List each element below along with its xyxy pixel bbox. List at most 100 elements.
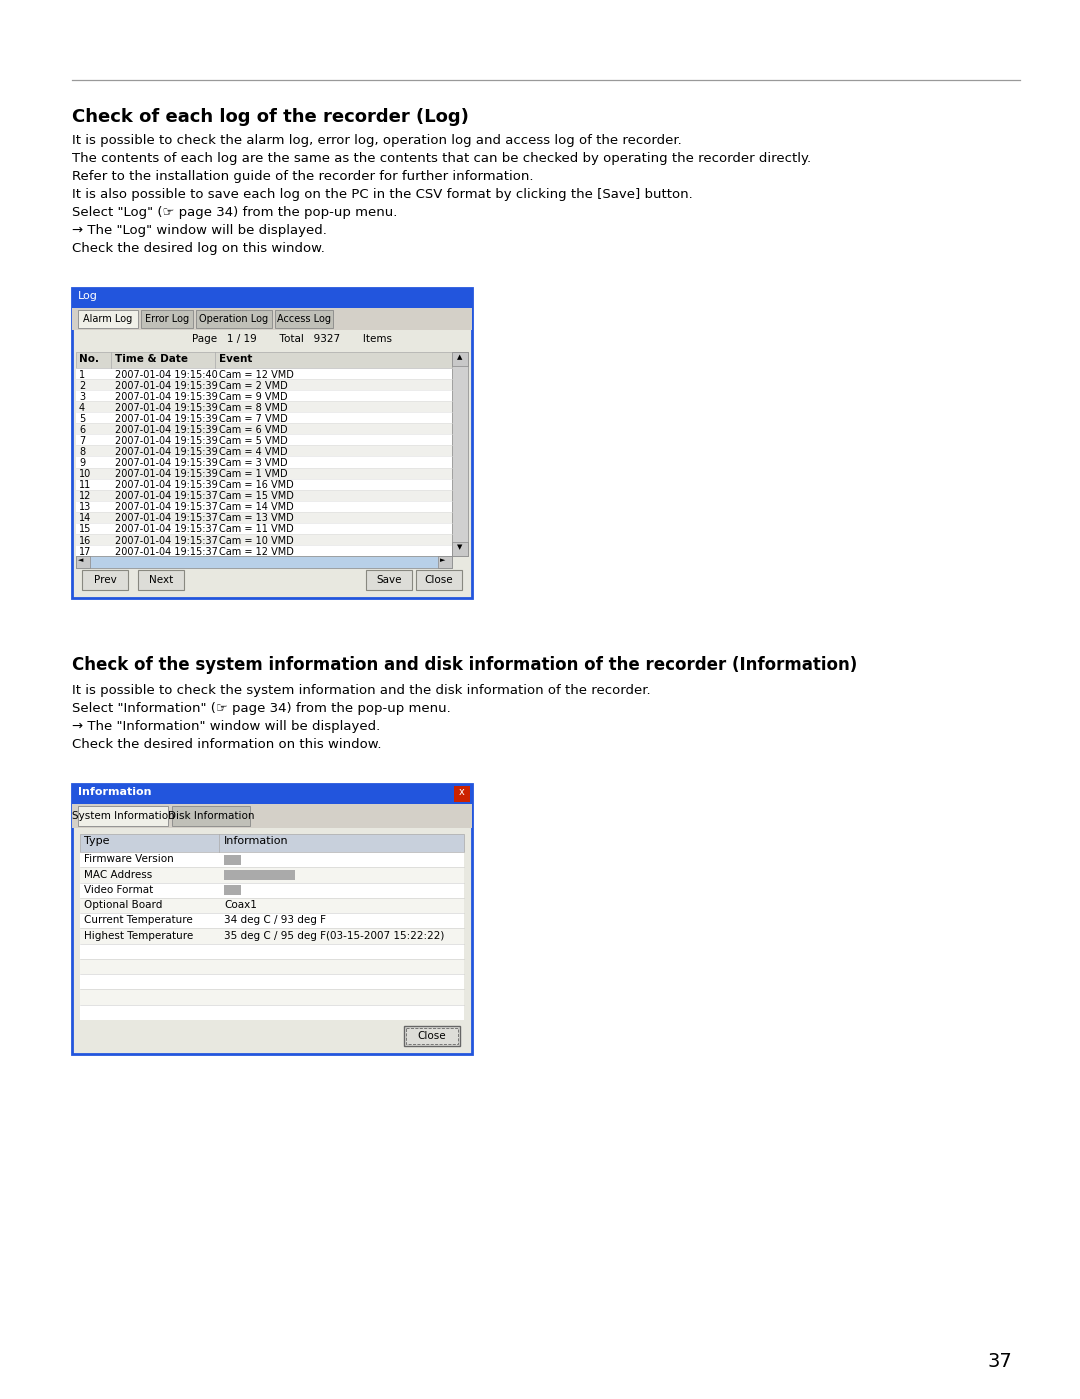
Text: 17: 17 (79, 547, 92, 557)
Text: Check of the system information and disk information of the recorder (Informatio: Check of the system information and disk… (72, 656, 858, 674)
Text: 34 deg C / 93 deg F: 34 deg C / 93 deg F (224, 915, 326, 925)
Text: 15: 15 (79, 525, 92, 534)
Text: Refer to the installation guide of the recorder for further information.: Refer to the installation guide of the r… (72, 171, 534, 183)
Bar (80, 867, 464, 883)
Bar (80, 944, 464, 958)
Bar (76, 546, 453, 555)
Text: Cam = 2 VMD: Cam = 2 VMD (219, 381, 287, 390)
Bar (72, 308, 472, 330)
Bar (224, 870, 296, 880)
Bar (80, 898, 464, 914)
Text: ▼: ▼ (457, 544, 462, 550)
Text: Cam = 9 VMD: Cam = 9 VMD (219, 392, 287, 402)
Bar (454, 786, 470, 802)
Text: Optional Board: Optional Board (84, 900, 162, 911)
Text: Check the desired information on this window.: Check the desired information on this wi… (72, 739, 381, 751)
Text: Select "Log" (☞ page 34) from the pop-up menu.: Select "Log" (☞ page 34) from the pop-up… (72, 206, 397, 220)
Text: Check of each log of the recorder (Log): Check of each log of the recorder (Log) (72, 108, 469, 126)
Bar (72, 804, 472, 828)
Text: Select "Information" (☞ page 34) from the pop-up menu.: Select "Information" (☞ page 34) from th… (72, 702, 450, 715)
Bar (224, 886, 241, 895)
Text: 2007-01-04 19:15:39: 2007-01-04 19:15:39 (114, 425, 218, 435)
Text: Information: Information (78, 788, 151, 797)
Text: Close: Close (418, 1031, 446, 1041)
Bar (72, 783, 472, 804)
Text: Cam = 12 VMD: Cam = 12 VMD (219, 369, 294, 379)
Text: Video Format: Video Format (84, 884, 153, 895)
Bar (76, 413, 453, 424)
Bar (366, 569, 411, 590)
Bar (80, 883, 464, 898)
Text: 2007-01-04 19:15:39: 2007-01-04 19:15:39 (114, 392, 218, 402)
Text: Event: Event (219, 354, 253, 364)
Bar (76, 368, 453, 379)
Text: No.: No. (79, 354, 99, 364)
Bar (195, 311, 272, 327)
Text: → The "Log" window will be displayed.: → The "Log" window will be displayed. (72, 224, 327, 236)
Text: Cam = 15 VMD: Cam = 15 VMD (219, 491, 294, 501)
Text: Page   1 / 19       Total   9327       Items: Page 1 / 19 Total 9327 Items (192, 334, 392, 344)
Text: x: x (459, 788, 464, 797)
Text: 4: 4 (79, 403, 85, 413)
Bar (80, 974, 464, 989)
Bar (224, 855, 241, 865)
Bar (275, 311, 333, 327)
Text: 2007-01-04 19:15:39: 2007-01-04 19:15:39 (114, 381, 218, 390)
Bar (76, 523, 453, 534)
Bar (172, 806, 249, 825)
Bar (76, 434, 453, 445)
Text: Cam = 8 VMD: Cam = 8 VMD (219, 403, 287, 413)
Text: Alarm Log: Alarm Log (83, 313, 133, 325)
Bar (76, 534, 453, 546)
Bar (80, 989, 464, 1004)
Text: Disk Information: Disk Information (167, 811, 254, 821)
Text: Cam = 16 VMD: Cam = 16 VMD (219, 480, 294, 490)
Text: 6: 6 (79, 425, 85, 435)
Bar (72, 783, 472, 1053)
Text: 2007-01-04 19:15:39: 2007-01-04 19:15:39 (114, 448, 218, 457)
Text: Coax1: Coax1 (224, 900, 257, 911)
Text: 10: 10 (79, 469, 91, 480)
Text: Operation Log: Operation Log (200, 313, 269, 325)
Text: 2007-01-04 19:15:37: 2007-01-04 19:15:37 (114, 491, 218, 501)
Text: Cam = 7 VMD: Cam = 7 VMD (219, 414, 287, 424)
Bar (80, 1004, 464, 1020)
Text: 2007-01-04 19:15:37: 2007-01-04 19:15:37 (114, 502, 218, 512)
Bar (72, 288, 472, 597)
Text: 2007-01-04 19:15:37: 2007-01-04 19:15:37 (114, 547, 218, 557)
Bar (82, 569, 129, 590)
Bar (453, 353, 468, 367)
Bar (76, 478, 453, 490)
Bar (80, 834, 464, 852)
Text: It is possible to check the alarm log, error log, operation log and access log o: It is possible to check the alarm log, e… (72, 134, 681, 147)
Text: Close: Close (424, 575, 454, 585)
Text: Prev: Prev (94, 575, 117, 585)
Text: Log: Log (78, 291, 98, 301)
Text: 37: 37 (987, 1351, 1012, 1371)
Text: 35 deg C / 95 deg F(03-15-2007 15:22:22): 35 deg C / 95 deg F(03-15-2007 15:22:22) (224, 930, 444, 940)
Text: Information: Information (224, 837, 288, 846)
Text: 2007-01-04 19:15:39: 2007-01-04 19:15:39 (114, 457, 218, 469)
Text: Cam = 4 VMD: Cam = 4 VMD (219, 448, 287, 457)
Bar (76, 390, 453, 402)
Text: Access Log: Access Log (276, 313, 330, 325)
Bar (76, 467, 453, 478)
Text: Firmware Version: Firmware Version (84, 855, 174, 865)
Text: 16: 16 (79, 536, 91, 546)
Bar (76, 445, 453, 456)
Text: 14: 14 (79, 513, 91, 523)
Text: Save: Save (376, 575, 402, 585)
Bar (78, 311, 138, 327)
Text: 2007-01-04 19:15:37: 2007-01-04 19:15:37 (114, 513, 218, 523)
Bar (76, 402, 453, 413)
Bar (76, 555, 453, 568)
Text: 2007-01-04 19:15:37: 2007-01-04 19:15:37 (114, 525, 218, 534)
Bar (141, 311, 193, 327)
Bar (72, 288, 472, 308)
Bar (76, 490, 453, 501)
Text: It is possible to check the system information and the disk information of the r: It is possible to check the system infor… (72, 684, 650, 697)
Text: MAC Address: MAC Address (84, 870, 152, 880)
Text: Cam = 12 VMD: Cam = 12 VMD (219, 547, 294, 557)
Bar (404, 1025, 460, 1046)
Bar (416, 569, 462, 590)
